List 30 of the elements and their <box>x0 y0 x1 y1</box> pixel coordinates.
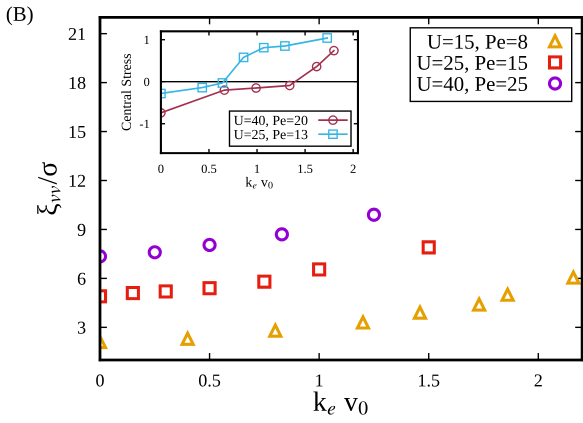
y-axis-title: Central Stress <box>121 54 132 130</box>
x-axis-title: k$_{e}$ v$_{0}$ <box>313 391 368 415</box>
y-tick-label: 1 <box>144 36 150 44</box>
legend-label: U=15, Pe=8 <box>427 34 528 52</box>
y-axis-title: ξ$_{vv}$/σ <box>37 162 62 215</box>
y-tick-label: 6 <box>78 272 86 285</box>
x-tick-label: 1 <box>316 374 323 386</box>
y-tick-label: -1 <box>140 120 150 128</box>
x-tick-label: 0 <box>158 164 164 174</box>
x-tick-label: 0 <box>96 374 104 387</box>
x-axis-title: k$_{e}$ v$_{0}$ <box>246 176 273 188</box>
x-tick-label: 1.5 <box>419 374 440 387</box>
y-tick-label: 18 <box>70 76 86 90</box>
x-tick-label: 2 <box>534 374 542 386</box>
x-tick-label: 0.5 <box>198 374 220 387</box>
y-tick-label: 3 <box>78 322 86 334</box>
y-tick-label: 21 <box>68 28 86 40</box>
text: (B) <box>6 6 33 26</box>
legend-label: U=25, Pe=15 <box>416 56 528 73</box>
x-tick-label: 1.5 <box>298 164 312 174</box>
legend-label: U=40, Pe=25 <box>416 76 528 94</box>
legend-label: U=25, Pe=13 <box>234 130 308 142</box>
y-tick-label: 15 <box>70 126 86 138</box>
x-tick-label: 2 <box>350 164 356 173</box>
y-tick-label: 12 <box>70 174 86 187</box>
y-tick-label: 9 <box>78 224 86 236</box>
legend-label: U=40, Pe=20 <box>234 116 308 128</box>
x-tick-label: 1 <box>255 164 260 173</box>
x-tick-label: 0.5 <box>202 164 216 174</box>
y-tick-label: 0 <box>144 78 150 86</box>
